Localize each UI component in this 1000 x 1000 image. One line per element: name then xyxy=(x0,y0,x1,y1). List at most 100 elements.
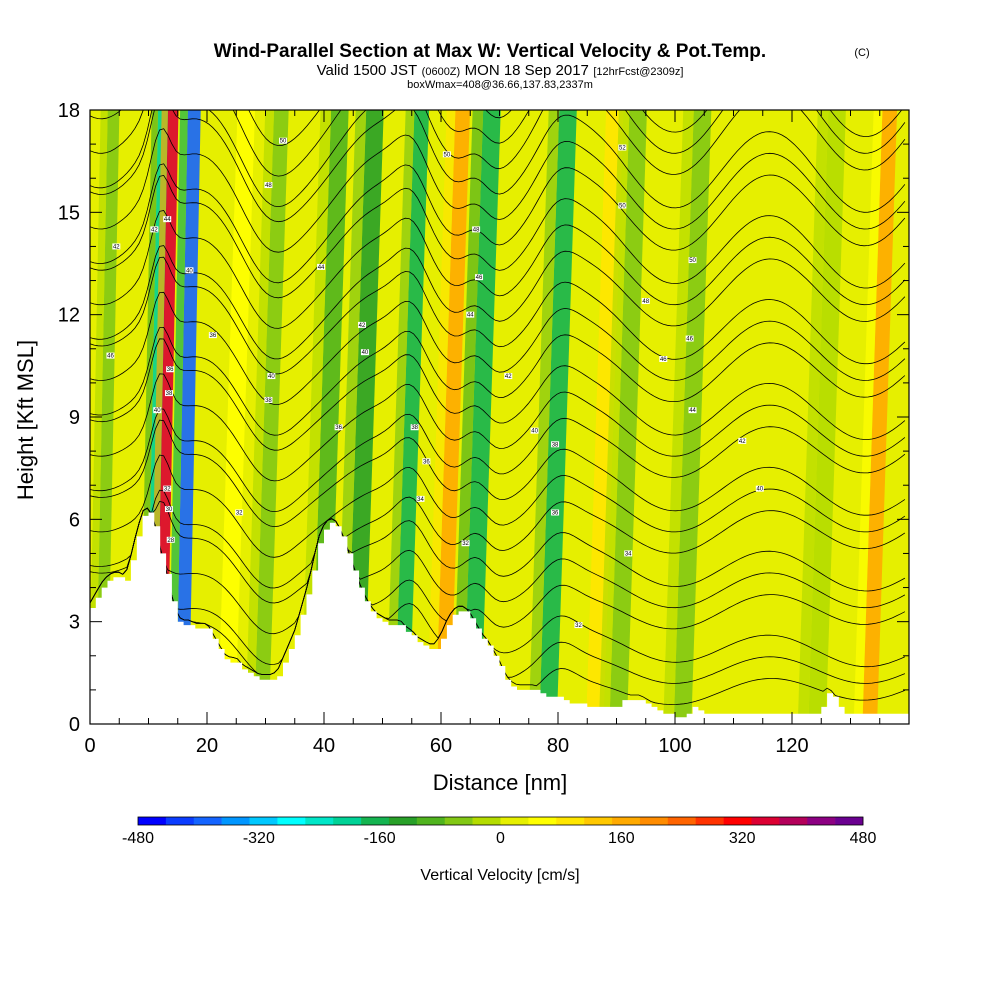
contour-label-text: 32 xyxy=(236,511,243,517)
contour-label-text: 36 xyxy=(167,367,174,373)
velocity-band-halo xyxy=(528,110,560,724)
contour-label: 44 xyxy=(466,311,475,319)
contour-label: 42 xyxy=(504,373,513,380)
theta-contour-line xyxy=(90,507,906,665)
velocity-band-halo xyxy=(598,110,630,724)
contour-label: 42 xyxy=(738,437,747,445)
velocity-band-halo xyxy=(663,110,694,724)
contour-label-text: 42 xyxy=(359,323,366,329)
colorbar-segment xyxy=(779,817,808,825)
colorbar-segment xyxy=(193,817,222,825)
contour-label-text: 40 xyxy=(531,429,538,435)
velocity-band xyxy=(435,110,471,724)
contour-label-text: 40 xyxy=(756,487,763,493)
contour-label-bg xyxy=(163,485,172,492)
contour-label-text: 48 xyxy=(265,183,272,189)
contour-label-bg xyxy=(688,257,697,264)
colorbar-segment xyxy=(612,817,641,825)
contour-label: 40 xyxy=(267,373,276,380)
contour-label-text: 50 xyxy=(619,204,626,210)
contour-label: 36 xyxy=(208,332,217,339)
colorbar-segment xyxy=(277,817,306,825)
contour-label: 38 xyxy=(410,424,419,431)
theta-contour-line xyxy=(90,128,906,253)
contour-label-bg xyxy=(358,321,367,328)
contour-label-bg xyxy=(472,226,481,233)
contour-label-text: 38 xyxy=(411,425,418,431)
theta-contour-line xyxy=(90,110,903,147)
velocity-band-halo xyxy=(853,110,883,724)
colorbar-segment xyxy=(751,817,780,825)
contour-label-bg xyxy=(264,396,273,403)
contour-label: 40 xyxy=(185,267,194,274)
theta-contour-line xyxy=(90,256,906,375)
colorbar-segment xyxy=(500,817,529,825)
y-tick-label: 0 xyxy=(69,714,80,736)
contour-label-text: 46 xyxy=(476,275,483,281)
contour-label-bg xyxy=(685,335,694,342)
contour-label: 30 xyxy=(164,506,173,513)
contour-label-text: 36 xyxy=(423,459,430,465)
theta-contour-line xyxy=(90,419,906,528)
contour-label-bg xyxy=(659,356,668,363)
contour-label-bg xyxy=(166,536,175,543)
contour-label-bg xyxy=(334,424,343,431)
colorbar-segment xyxy=(333,817,362,825)
velocity-band-halo xyxy=(385,110,415,724)
contour-label: 46 xyxy=(685,335,694,343)
contour-label-bg xyxy=(416,495,425,502)
contour-label-bg xyxy=(264,182,273,189)
contour-label-bg xyxy=(442,151,451,158)
colorbar-tick-label: -320 xyxy=(243,830,275,847)
contour-label-text: 28 xyxy=(167,538,174,544)
contour-label-bg xyxy=(166,366,175,373)
theta-contour-line xyxy=(90,110,906,177)
theta-contour-line xyxy=(90,373,906,482)
contour-label-bg xyxy=(461,540,470,547)
y-tick-label: 6 xyxy=(69,509,80,531)
velocity-band-halo xyxy=(206,110,238,724)
contour-label-bg xyxy=(551,509,560,516)
contour-label-text: 48 xyxy=(642,299,649,305)
chart-subtitle: Valid 1500 JST (0600Z) MON 18 Sep 2017 [… xyxy=(317,62,684,79)
colorbar-tick-label: 160 xyxy=(608,830,635,847)
contour-label: 28 xyxy=(166,536,175,544)
contour-label-text: 32 xyxy=(575,623,582,629)
contour-label-text: 42 xyxy=(505,374,512,380)
contour-label-text: 38 xyxy=(552,442,559,448)
velocity-band xyxy=(175,110,201,724)
contour-label-bg xyxy=(422,458,431,465)
velocity-band-halo xyxy=(300,110,332,724)
contour-label-bg xyxy=(150,226,159,233)
velocity-band xyxy=(254,110,289,724)
contour-label: 48 xyxy=(264,182,273,189)
chart-subtitle-box: boxWmax=408@36.66,137.83,2337m xyxy=(407,79,593,91)
colorbar-tick-label: 480 xyxy=(850,830,877,847)
colorbar-segment xyxy=(723,817,752,825)
contour-label: 38 xyxy=(551,441,560,448)
contour-label-bg xyxy=(410,424,419,431)
contour-label: 38 xyxy=(164,390,173,397)
contour-label-bg xyxy=(164,390,173,397)
contour-label-bg xyxy=(738,437,747,444)
x-tick-label: 120 xyxy=(775,735,808,757)
contour-label: 32 xyxy=(461,540,470,547)
colorbar: -480 -320 -160 0 160 320 480 xyxy=(122,816,877,847)
contour-label-text: 50 xyxy=(280,139,287,145)
contour-label-bg xyxy=(475,274,484,281)
colorbar-segment xyxy=(639,817,669,825)
contour-label-bg xyxy=(755,485,764,492)
contour-label-bg xyxy=(466,311,475,318)
velocity-band-halo xyxy=(426,110,456,724)
contour-label: 52 xyxy=(618,144,627,152)
x-tick-label: 80 xyxy=(547,735,569,757)
subtitle-valid-time: Valid 1500 JST xyxy=(317,62,418,79)
colorbar-segment xyxy=(165,817,195,825)
contour-label: 32 xyxy=(574,622,583,629)
contour-label: 50 xyxy=(688,257,697,264)
contour-label-bg xyxy=(106,352,115,359)
contour-label: 50 xyxy=(442,151,451,158)
contour-label-bg xyxy=(267,373,276,380)
colorbar-segment xyxy=(695,817,724,825)
